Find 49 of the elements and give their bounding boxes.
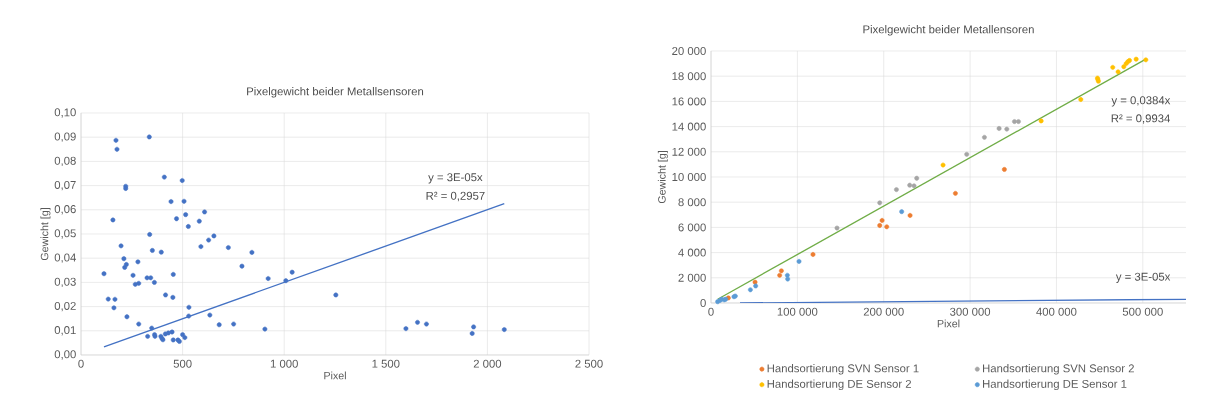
annotation: y = 3E-05x	[1115, 272, 1171, 283]
annotation: R² = 0,9934	[1111, 114, 1171, 124]
x-axis-title: Pixel	[324, 371, 346, 380]
legend-label: Handsortierung SVN Sensor 2	[983, 364, 1134, 375]
y-tick-label: 0,10	[54, 108, 76, 118]
x-tick-label: 300 000	[950, 307, 991, 316]
x-tick-label: 0	[78, 359, 84, 368]
y-axis-title: Gewicht [g]	[40, 208, 51, 261]
y-tick-label: 0,08	[54, 156, 76, 167]
y-tick-label: 0,04	[54, 253, 76, 263]
x-tick-label: 400 000	[1036, 307, 1077, 316]
x-axis-title: Pixel	[937, 319, 960, 328]
y-tick-label: 0,07	[54, 180, 76, 191]
legend-label: Handsortierung DE Sensor 2	[767, 379, 911, 391]
x-tick-label: 500 000	[1122, 307, 1163, 316]
x-tick-label: 0	[708, 307, 714, 316]
x-tick-label: 1 500	[372, 359, 400, 368]
y-tick-label: 0,03	[54, 277, 76, 288]
y-tick-label: 6 000	[678, 223, 706, 232]
y-tick-label: 0,05	[54, 229, 76, 239]
y-tick-label: 0	[700, 298, 706, 307]
y-tick-label: 8 000	[678, 198, 706, 207]
y-tick-label: 12 000	[672, 147, 706, 156]
y-tick-label: 10 000	[672, 172, 706, 181]
annotation: y = 3E-05x	[428, 173, 483, 184]
y-tick-label: 0,01	[54, 326, 76, 336]
legend-label: Handsortierung SVN Sensor 1	[767, 364, 919, 375]
y-axis-title: Gewicht [g]	[657, 151, 668, 204]
x-tick-label: 500	[173, 359, 192, 368]
y-tick-label: 0,06	[54, 205, 76, 215]
y-tick-label: 2 000	[678, 273, 706, 282]
y-tick-label: 14 000	[672, 122, 706, 131]
annotation: y = 0,0384x	[1111, 96, 1171, 107]
chart-title: Pixelgewicht beider Metallsensoren	[247, 87, 424, 98]
y-tick-label: 0,09	[54, 132, 76, 142]
x-tick-label: 2 500	[575, 359, 603, 368]
x-tick-label: 100 000	[777, 307, 818, 316]
y-tick-label: 0,02	[54, 301, 76, 312]
x-tick-label: 2 000	[473, 359, 502, 368]
legend-label: Handsortierung DE Sensor 1	[983, 379, 1127, 391]
y-tick-label: 4 000	[678, 248, 706, 257]
y-tick-label: 0,00	[54, 350, 76, 360]
chart-title: Pixelgewicht beider Metallensoren	[863, 25, 1034, 36]
y-tick-label: 16 000	[672, 97, 706, 106]
x-tick-label: 1 000	[270, 359, 298, 368]
x-tick-label: 200 000	[863, 307, 904, 316]
annotation: R² = 0,2957	[426, 191, 485, 202]
y-tick-label: 20 000	[672, 46, 706, 55]
y-tick-label: 18 000	[672, 72, 706, 81]
